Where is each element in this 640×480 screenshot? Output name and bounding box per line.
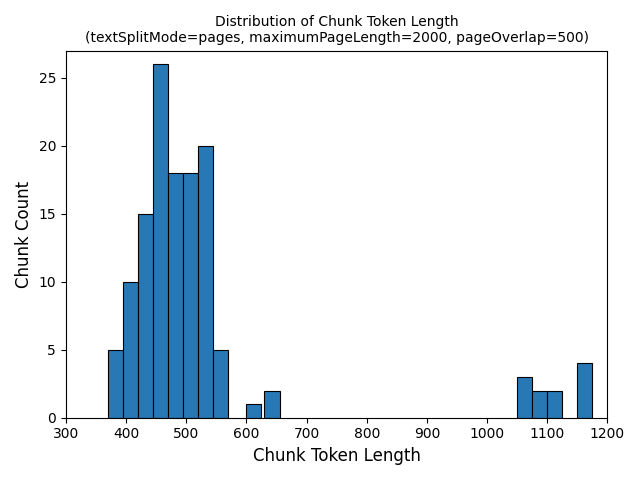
Bar xyxy=(168,173,183,418)
Bar xyxy=(577,363,593,418)
Bar xyxy=(517,377,532,418)
Bar xyxy=(213,350,228,418)
Bar xyxy=(198,146,213,418)
Bar xyxy=(138,214,153,418)
Bar xyxy=(183,173,198,418)
Y-axis label: Chunk Count: Chunk Count xyxy=(15,180,33,288)
Bar xyxy=(264,391,280,418)
Bar xyxy=(246,404,262,418)
Bar xyxy=(532,391,547,418)
Bar xyxy=(108,350,123,418)
Title: Distribution of Chunk Token Length
(textSplitMode=pages, maximumPageLength=2000,: Distribution of Chunk Token Length (text… xyxy=(84,15,589,45)
Bar xyxy=(153,64,168,418)
Bar xyxy=(123,282,138,418)
Bar xyxy=(547,391,563,418)
X-axis label: Chunk Token Length: Chunk Token Length xyxy=(253,447,420,465)
